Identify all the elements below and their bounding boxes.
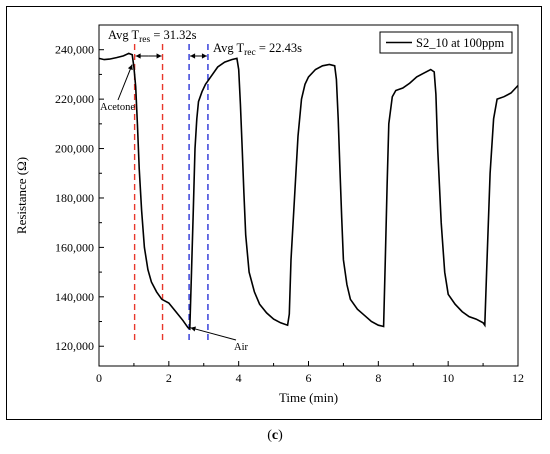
y-axis-title: Resistance (Ω) xyxy=(14,157,29,234)
arrow-acetone-head xyxy=(127,64,133,71)
x-tick-label-3: 6 xyxy=(306,371,312,385)
x-tick-label-2: 4 xyxy=(236,371,242,385)
y-tick-label-3: 180,000 xyxy=(55,191,94,205)
x-tick-label-5: 10 xyxy=(442,371,454,385)
y-tick-label-5: 220,000 xyxy=(55,92,94,106)
y-tick-label-4: 200,000 xyxy=(55,142,94,156)
annotation-avg-trec: Avg Trec = 22.43s xyxy=(213,41,302,58)
y-tick-label-6: 240,000 xyxy=(55,43,94,57)
x-axis-ticks: 0 2 4 6 8 10 12 xyxy=(96,361,524,385)
annotation-avg-tres: Avg Tres = 31.32s xyxy=(108,28,197,45)
arrow-acetone xyxy=(117,64,133,101)
figure-frame xyxy=(6,6,542,420)
y-tick-label-1: 140,000 xyxy=(55,290,94,304)
legend-label: S2_10 at 100ppm xyxy=(416,36,504,50)
y-tick-label-2: 160,000 xyxy=(55,240,94,254)
annotation-avg-trec-label: Avg T xyxy=(213,41,244,55)
arrow-trec-right-head xyxy=(201,53,207,59)
annotation-avg-tres-subscript: res xyxy=(139,35,150,45)
annotation-avg-trec-value: = 22.43s xyxy=(256,41,302,55)
arrow-tres-right-head xyxy=(156,53,162,59)
annotations: Avg Tres = 31.32s Avg Trec = 22.43s Acet… xyxy=(100,28,302,353)
resistance-chart: 0 2 4 6 8 10 12 120,000 140,000 160,000 180,000 20… xyxy=(14,24,524,405)
panel-label-letter: c xyxy=(271,428,279,443)
annotation-air: Air xyxy=(234,342,249,353)
x-tick-label-0: 0 xyxy=(96,371,102,385)
arrow-tres-left-head xyxy=(135,53,141,59)
annotation-avg-tres-label: Avg T xyxy=(108,28,139,42)
x-tick-label-1: 2 xyxy=(166,371,172,385)
series-line-s2-10 xyxy=(98,52,519,331)
x-tick-label-6: 12 xyxy=(512,371,524,385)
arrow-trec-left-head xyxy=(190,53,196,59)
panel-label: (c) xyxy=(267,428,283,443)
y-axis-ticks: 120,000 140,000 160,000 180,000 200,000 220,0… xyxy=(55,43,104,353)
arrow-air-head xyxy=(190,326,196,332)
arrow-air xyxy=(190,327,237,341)
annotation-acetone: Acetone xyxy=(100,102,135,113)
annotation-avg-trec-subscript: rec xyxy=(244,48,256,58)
annotation-avg-tres-value: = 31.32s xyxy=(150,28,196,42)
annotation-arrows xyxy=(117,53,237,341)
x-tick-label-4: 8 xyxy=(375,371,381,385)
reference-lines xyxy=(133,44,209,340)
x-axis-title: Time (min) xyxy=(279,390,338,405)
legend: S2_10 at 100ppm xyxy=(379,31,513,54)
legend-box xyxy=(379,31,513,54)
y-tick-label-0: 120,000 xyxy=(55,339,94,353)
